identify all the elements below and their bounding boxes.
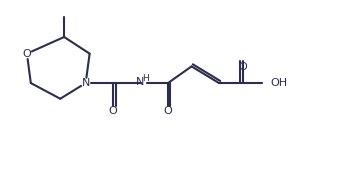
- Text: N: N: [81, 78, 90, 88]
- Text: H: H: [142, 74, 149, 83]
- Text: O: O: [164, 107, 172, 116]
- Text: O: O: [238, 62, 247, 72]
- Text: O: O: [23, 49, 31, 59]
- Text: N: N: [136, 77, 144, 87]
- Text: OH: OH: [270, 78, 287, 88]
- Text: O: O: [109, 107, 118, 116]
